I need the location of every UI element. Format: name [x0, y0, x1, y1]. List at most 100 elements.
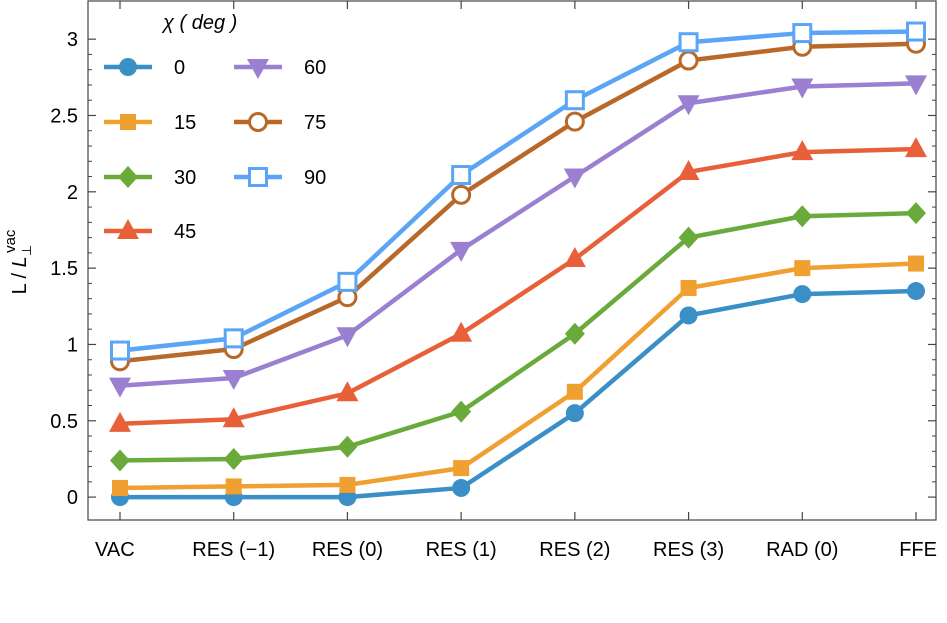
- legend-item-15: 15: [104, 112, 196, 134]
- legend-item-90: 90: [234, 167, 326, 189]
- legend-title-chi: χ ( deg ): [161, 12, 237, 34]
- series-line-0: [120, 288, 917, 500]
- x-tick-label: RES (−1): [192, 539, 275, 561]
- data-point-15: [112, 479, 128, 496]
- data-point-45: [905, 137, 927, 158]
- y-tick-label: 2: [67, 182, 78, 204]
- x-tick-label: RES (3): [653, 539, 724, 561]
- legend-label: 90: [304, 167, 326, 189]
- data-point-30: [792, 205, 813, 228]
- data-point-45: [450, 321, 473, 342]
- legend-item-0: 0: [104, 57, 185, 79]
- data-point-45: [109, 411, 131, 432]
- legend-item-45: 45: [104, 219, 196, 243]
- data-point-60: [563, 168, 586, 189]
- legend-label: 60: [304, 57, 326, 79]
- series-line-75: [119, 41, 917, 364]
- data-point-15: [908, 255, 924, 272]
- series-60: [109, 75, 927, 398]
- data-point-30: [564, 322, 585, 345]
- x-tick-label: RAD (0): [766, 539, 838, 561]
- legend-item-30: 30: [104, 166, 196, 189]
- data-point-90: [792, 23, 813, 44]
- data-point-60: [222, 370, 245, 391]
- y-tick-label: 1: [67, 334, 78, 356]
- legend-title: χ ( deg ): [161, 12, 237, 34]
- data-point-0: [679, 306, 698, 325]
- data-point-0: [565, 404, 584, 423]
- y-axis-label-sub: ⊥: [19, 245, 34, 256]
- y-axis-label: L / L⊥vac: [2, 229, 34, 294]
- y-tick-labels: 0 0.5 1 1.5 2 2.5 3: [50, 29, 78, 509]
- data-point-90: [110, 340, 130, 361]
- legend-label: 75: [304, 112, 326, 134]
- data-point-0: [793, 285, 812, 304]
- legend-marker: [248, 167, 268, 187]
- series-layer: [109, 21, 927, 507]
- x-tick-label: RES (1): [426, 539, 497, 561]
- y-tick-label: 1.5: [50, 258, 78, 280]
- data-point-45: [222, 407, 245, 428]
- data-point-15: [566, 383, 583, 400]
- data-point-45: [791, 140, 814, 161]
- series-30: [110, 202, 926, 472]
- series-line-60: [119, 81, 917, 388]
- x-tick-labels: VAC RES (−1) RES (0) RES (1) RES (2) RES (3) R…: [95, 539, 937, 561]
- data-point-30: [223, 447, 244, 470]
- legend-label: 0: [174, 57, 185, 79]
- data-point-45: [336, 381, 359, 402]
- data-point-90: [564, 90, 585, 111]
- data-point-60: [905, 75, 927, 96]
- y-tick-label: 0: [67, 487, 78, 509]
- data-point-60: [109, 377, 131, 398]
- data-point-0: [907, 282, 925, 301]
- data-point-15: [453, 460, 470, 477]
- series-line-45: [119, 146, 917, 427]
- y-tick-label: 0.5: [50, 411, 78, 433]
- legend-label: 45: [174, 221, 196, 243]
- series-line-90: [119, 29, 917, 353]
- data-point-75: [451, 184, 472, 205]
- data-point-60: [791, 78, 814, 99]
- data-point-60: [336, 327, 359, 348]
- data-point-45: [563, 246, 586, 267]
- legend-marker: [118, 166, 138, 188]
- legend-item-75: 75: [234, 112, 326, 134]
- axis-ticks: [88, 1, 936, 520]
- legend: χ ( deg ) 0 15 30 45 60 75 90: [104, 12, 326, 243]
- series-45: [109, 137, 927, 432]
- data-point-15: [339, 476, 356, 493]
- data-point-90: [451, 165, 472, 186]
- data-point-90: [678, 32, 699, 53]
- series-line-30: [119, 210, 917, 463]
- x-tick-label: RES (2): [539, 539, 610, 561]
- y-tick-label: 3: [67, 29, 78, 51]
- x-tick-label: VAC: [95, 539, 135, 561]
- legend-label: 15: [174, 112, 196, 134]
- data-point-30: [906, 202, 926, 225]
- data-point-15: [794, 260, 811, 277]
- data-point-75: [564, 111, 585, 132]
- data-point-90: [337, 271, 358, 292]
- legend-item-60: 60: [234, 57, 326, 79]
- legend-marker: [247, 59, 269, 79]
- data-point-60: [677, 95, 700, 116]
- data-point-75: [678, 50, 699, 71]
- series-0: [111, 282, 925, 507]
- data-point-0: [452, 478, 471, 497]
- y-axis-label-main: L /: [9, 267, 31, 294]
- data-point-15: [680, 279, 697, 296]
- y-axis-label-italic: L: [9, 256, 31, 267]
- series-90: [110, 21, 926, 361]
- series-15: [112, 255, 924, 496]
- series-line-15: [119, 261, 917, 491]
- data-point-30: [337, 435, 358, 458]
- legend-marker: [119, 58, 137, 76]
- legend-marker: [248, 112, 268, 132]
- data-point-30: [678, 226, 699, 249]
- x-tick-label: FFE: [899, 539, 937, 561]
- data-point-45: [677, 159, 700, 180]
- legend-label: 30: [174, 167, 196, 189]
- data-point-30: [110, 449, 130, 472]
